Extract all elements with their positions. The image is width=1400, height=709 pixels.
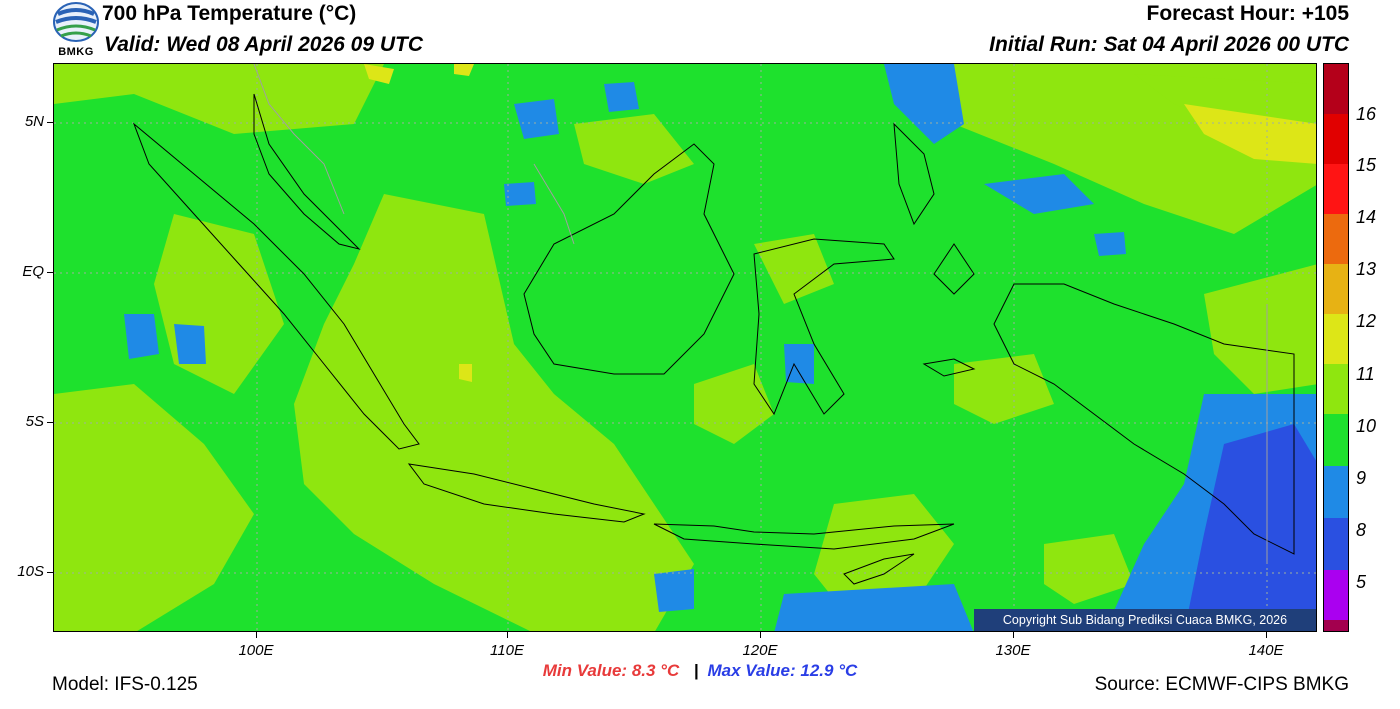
lat-label-5n: 5N [24,113,44,130]
lon-label-100e: 100E [238,642,274,659]
min-max-values: Min Value: 8.3 °C | Max Value: 12.9 °C [0,661,1400,681]
min-value: Min Value: 8.3 °C [542,661,680,680]
colorbar-segment [1324,518,1348,570]
map-canvas [54,64,1316,631]
colorbar-segment [1324,314,1348,364]
lon-tick [760,632,761,638]
forecast-hour: Forecast Hour: +105 [1146,2,1350,25]
lon-label-130e: 130E [995,642,1031,659]
logo-text: BMKG [58,46,94,58]
colorbar [1323,63,1349,632]
initial-run: Initial Run: Sat 04 April 2026 00 UTC [989,33,1349,56]
colorbar-label: 16 [1356,104,1377,124]
colorbar-segment [1324,214,1348,264]
lon-tick [1266,632,1267,638]
colorbar-label: 8 [1356,520,1367,540]
colorbar-segment [1324,570,1348,620]
colorbar-label: 15 [1356,155,1377,175]
lat-label-eq: EQ [22,263,44,280]
lat-label-5s: 5S [25,413,44,430]
coastlines [132,93,1295,585]
colorbar-segment [1324,620,1348,631]
colorbar-segment [1324,114,1348,164]
temperature-map [53,63,1317,632]
colorbar-segment [1324,264,1348,314]
lat-tick [47,122,53,123]
lat-tick [47,272,53,273]
colorbar-segment [1324,364,1348,414]
separator: | [693,661,699,680]
map-title: 700 hPa Temperature (°C) [102,2,357,25]
colorbar-label: 10 [1356,416,1377,436]
colorbar-label: 13 [1356,259,1377,279]
colorbar-label: 12 [1356,311,1377,331]
valid-time: Valid: Wed 08 April 2026 09 UTC [104,33,423,56]
yellow-regions [364,64,1316,382]
lat-tick [47,572,53,573]
cold-regions [1184,424,1316,631]
colorbar-segment [1324,64,1348,114]
max-value: Max Value: 12.9 °C [707,661,858,680]
colorbar-label: 14 [1356,207,1377,227]
lon-label-140e: 140E [1248,642,1284,659]
lon-label-120e: 120E [742,642,778,659]
colorbar-label: 11 [1356,364,1375,384]
bmkg-logo-icon: BMKG [52,2,100,60]
colorbar-label: 9 [1356,468,1367,488]
source-label: Source: ECMWF-CIPS BMKG [1094,674,1349,695]
lon-tick [1013,632,1014,638]
lat-tick [47,422,53,423]
colorbar-segment [1324,414,1348,466]
lon-label-110e: 110E [490,642,524,659]
lon-tick [256,632,257,638]
colorbar-segment [1324,164,1348,214]
colorbar-label: 5 [1356,572,1367,592]
lon-tick [507,632,508,638]
lat-label-10s: 10S [17,563,44,580]
copyright-notice: Copyright Sub Bidang Prediksi Cuaca BMKG… [974,609,1316,631]
colorbar-segment [1324,466,1348,518]
borders [253,64,1268,564]
model-label: Model: IFS-0.125 [52,674,198,695]
